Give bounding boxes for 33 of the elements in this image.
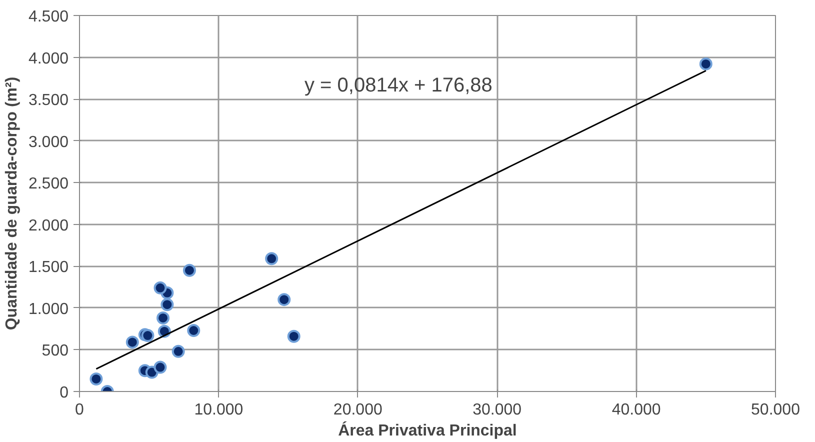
y-tick-label: 3.000	[28, 134, 69, 151]
y-tick-label: 4.500	[28, 8, 69, 26]
x-tick-label: 40.000	[612, 402, 661, 418]
y-tick-label: 1.500	[28, 259, 69, 276]
point	[90, 372, 103, 386]
point	[278, 293, 291, 306]
point	[160, 298, 174, 312]
point	[699, 57, 712, 70]
point	[154, 360, 167, 374]
point	[141, 329, 154, 342]
x-tick-label: 10.000	[194, 402, 244, 418]
point	[265, 252, 278, 266]
point	[182, 264, 196, 277]
y-tick-label: 0	[60, 384, 69, 402]
y-tick-label: 500	[42, 342, 69, 360]
y-tick-label: 4.000	[28, 50, 69, 68]
y-tick-label: 1.000	[28, 300, 69, 318]
y-tick-label: 3.500	[28, 92, 69, 110]
x-tick-label: 0	[75, 402, 84, 418]
point	[287, 330, 300, 343]
point	[126, 336, 139, 349]
y-tick-label: 2.500	[28, 176, 69, 193]
x-tick-label: 30.000	[472, 402, 522, 418]
point	[187, 324, 200, 337]
x-axis-title: Área Privativa Principal	[338, 420, 517, 440]
x-tick-label: 20.000	[333, 402, 382, 418]
y-axis-title: Quantidade de guarda-corpo (m²)	[3, 76, 20, 330]
x-tick-label: 50.000	[751, 402, 800, 418]
y-tick-label: 2.000	[28, 217, 69, 234]
point	[156, 311, 170, 324]
point	[172, 344, 185, 358]
annotation: y = 0,0814x + 176,88	[304, 74, 492, 96]
point	[154, 281, 167, 294]
